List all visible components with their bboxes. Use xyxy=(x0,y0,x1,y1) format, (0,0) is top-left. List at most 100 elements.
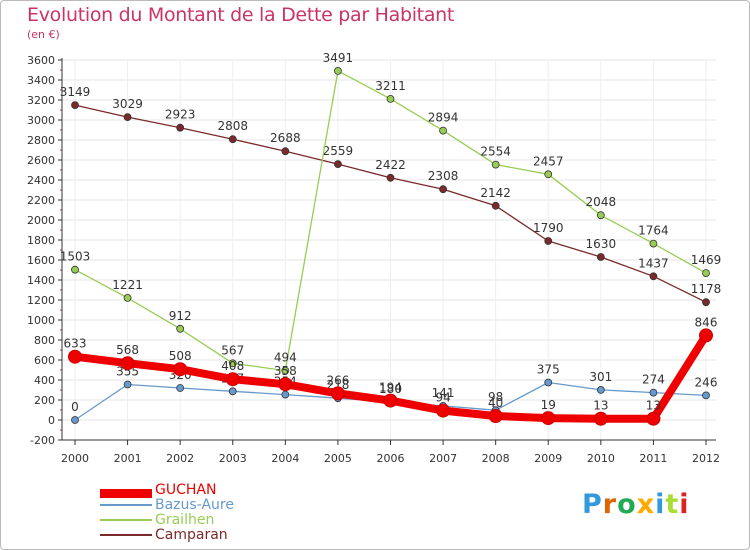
data-point xyxy=(123,380,132,389)
data-label: 1790 xyxy=(533,221,564,235)
data-label: 3211 xyxy=(375,79,406,93)
x-tick-label: 2011 xyxy=(639,452,667,465)
data-point xyxy=(173,362,188,377)
data-label: 494 xyxy=(274,351,297,365)
data-point xyxy=(176,324,185,333)
data-point xyxy=(593,411,608,426)
y-tick-label: 600 xyxy=(34,354,55,367)
data-point xyxy=(436,403,451,418)
x-tick-label: 2006 xyxy=(377,452,405,465)
brand-letter: i xyxy=(679,489,690,520)
y-tick-label: 400 xyxy=(34,374,55,387)
data-point xyxy=(596,253,605,261)
x-tick-label: 2008 xyxy=(482,452,510,465)
legend-label: GUCHAN xyxy=(155,482,217,498)
data-label: 0 xyxy=(71,400,79,414)
y-tick-label: 1800 xyxy=(27,234,55,247)
data-label: 141 xyxy=(432,386,455,400)
y-tick-label: 2200 xyxy=(27,194,55,207)
y-tick-label: 2400 xyxy=(27,174,55,187)
y-tick-label: 2600 xyxy=(27,154,55,167)
data-point xyxy=(544,378,553,387)
data-label: 1764 xyxy=(638,224,669,238)
data-label: 266 xyxy=(326,373,349,387)
data-point xyxy=(544,170,553,179)
data-point xyxy=(439,185,447,194)
data-point xyxy=(596,211,605,220)
data-label: 274 xyxy=(642,373,665,387)
data-label: 2308 xyxy=(428,169,459,183)
y-tick-label: 1400 xyxy=(27,274,55,287)
x-tick-label: 2009 xyxy=(534,452,562,465)
data-label: 1469 xyxy=(691,253,722,267)
data-label: 301 xyxy=(589,370,612,384)
data-point xyxy=(330,386,345,401)
data-label: 2457 xyxy=(533,154,564,168)
data-point xyxy=(383,393,398,408)
brand-letter: P xyxy=(582,489,603,520)
x-tick-label: 2003 xyxy=(219,452,247,465)
data-point xyxy=(123,113,132,121)
x-tick-label: 2001 xyxy=(114,452,142,465)
legend-label: Camparan xyxy=(155,527,228,543)
data-point xyxy=(281,147,290,156)
data-label: 3149 xyxy=(60,85,91,99)
y-tick-label: 3200 xyxy=(27,94,55,107)
data-label: 2894 xyxy=(428,111,459,125)
data-point xyxy=(281,366,290,375)
data-point xyxy=(225,372,240,387)
data-label: 246 xyxy=(695,375,718,389)
data-label: 1437 xyxy=(638,256,669,270)
legend-swatch xyxy=(100,489,152,498)
data-label: 2048 xyxy=(586,195,617,209)
data-point xyxy=(491,160,500,169)
brand-logo: Proxiti xyxy=(582,489,690,520)
data-label: 2808 xyxy=(217,119,248,133)
y-tick-label: 200 xyxy=(34,394,55,407)
data-label: 2142 xyxy=(480,186,511,200)
data-point xyxy=(541,411,556,426)
data-point xyxy=(702,391,710,400)
data-point xyxy=(699,328,713,343)
data-point xyxy=(71,265,79,274)
data-point xyxy=(281,390,290,399)
data-point xyxy=(491,201,500,210)
x-tick-label: 2007 xyxy=(429,452,457,465)
data-label: 355 xyxy=(116,365,139,379)
data-label: 568 xyxy=(116,343,139,357)
brand-letter: x xyxy=(636,489,656,520)
data-point xyxy=(228,135,237,144)
data-label: 3491 xyxy=(323,51,354,65)
data-label: 180 xyxy=(379,382,402,396)
data-label: 1630 xyxy=(586,237,617,251)
data-label: 358 xyxy=(274,364,297,378)
legend-swatch xyxy=(100,519,152,521)
legend-label: Grailhen xyxy=(155,512,215,528)
data-point xyxy=(71,101,79,109)
chart-title: Evolution du Montant de la Dette par Hab… xyxy=(27,4,455,26)
data-label: 508 xyxy=(169,349,192,363)
x-tick-label: 2004 xyxy=(271,452,299,465)
data-point xyxy=(176,384,185,392)
y-tick-label: -200 xyxy=(30,434,55,447)
y-tick-label: 800 xyxy=(34,334,55,347)
legend-label: Bazus-Aure xyxy=(155,497,234,513)
data-label: 19 xyxy=(541,398,556,412)
data-point xyxy=(123,293,132,302)
data-label: 846 xyxy=(695,315,718,329)
data-point xyxy=(334,67,342,75)
data-label: 94 xyxy=(435,391,450,405)
data-label: 13 xyxy=(593,399,608,413)
data-point xyxy=(228,359,237,368)
data-point xyxy=(176,123,185,132)
y-axis-unit: (en €) xyxy=(27,28,60,41)
data-label: 13 xyxy=(646,399,661,413)
data-point xyxy=(649,239,658,248)
x-tick-label: 2012 xyxy=(692,452,720,465)
data-label: 2422 xyxy=(375,158,406,172)
legend-swatch xyxy=(100,504,152,506)
data-label: 2923 xyxy=(165,108,196,122)
data-point xyxy=(386,173,395,182)
data-point xyxy=(439,126,447,135)
